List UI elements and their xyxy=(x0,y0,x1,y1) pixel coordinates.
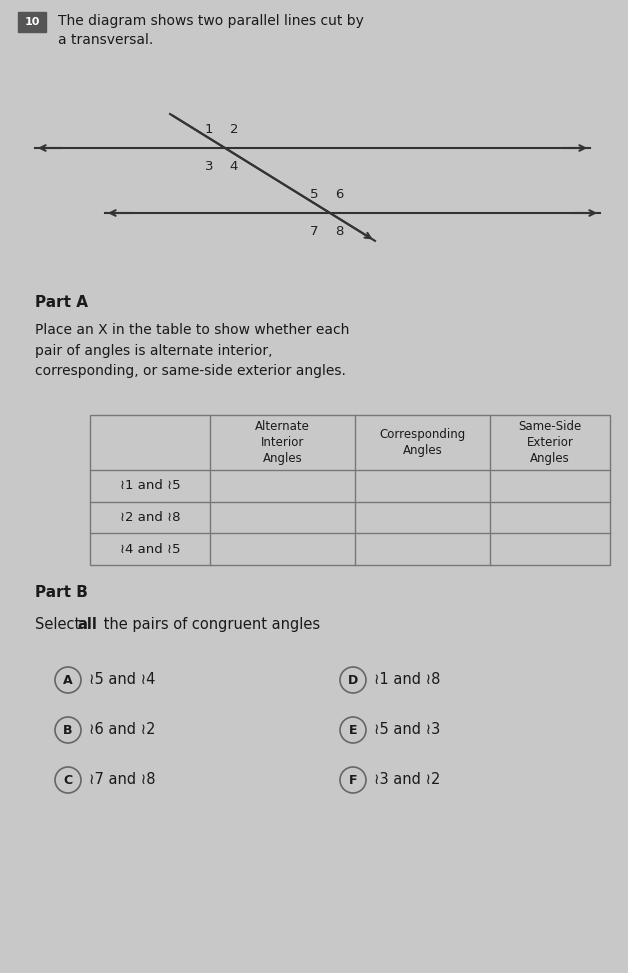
Text: 8: 8 xyxy=(335,225,343,238)
Text: D: D xyxy=(348,673,358,687)
Text: F: F xyxy=(349,774,357,786)
Text: ≀2 and ≀8: ≀2 and ≀8 xyxy=(120,511,180,524)
Text: 3: 3 xyxy=(205,160,213,173)
Bar xyxy=(18,12,46,32)
Text: The diagram shows two parallel lines cut by
a transversal.: The diagram shows two parallel lines cut… xyxy=(58,14,364,48)
Bar xyxy=(90,415,610,565)
Text: all: all xyxy=(77,617,97,632)
Text: Same-Side
Exterior
Angles: Same-Side Exterior Angles xyxy=(518,420,582,465)
Text: Alternate
Interior
Angles: Alternate Interior Angles xyxy=(255,420,310,465)
Text: A: A xyxy=(63,673,73,687)
Text: ≀1 and ≀8: ≀1 and ≀8 xyxy=(374,672,440,688)
Text: E: E xyxy=(349,724,357,737)
Text: ≀6 and ≀2: ≀6 and ≀2 xyxy=(89,723,156,738)
Text: Place an X in the table to show whether each
pair of angles is alternate interio: Place an X in the table to show whether … xyxy=(35,323,349,378)
Text: ≀3 and ≀2: ≀3 and ≀2 xyxy=(374,773,440,787)
Text: Part A: Part A xyxy=(35,295,88,310)
Text: 7: 7 xyxy=(310,225,318,238)
Text: Corresponding
Angles: Corresponding Angles xyxy=(379,428,465,457)
Text: ≀7 and ≀8: ≀7 and ≀8 xyxy=(89,773,156,787)
Text: B: B xyxy=(63,724,73,737)
Text: Select: Select xyxy=(35,617,85,632)
Text: ≀4 and ≀5: ≀4 and ≀5 xyxy=(120,543,180,556)
Text: 1: 1 xyxy=(205,123,213,136)
Text: ≀1 and ≀5: ≀1 and ≀5 xyxy=(120,480,180,492)
Text: C: C xyxy=(63,774,73,786)
Text: 6: 6 xyxy=(335,188,343,201)
Text: ≀5 and ≀3: ≀5 and ≀3 xyxy=(374,723,440,738)
Text: ≀5 and ≀4: ≀5 and ≀4 xyxy=(89,672,155,688)
Text: Part B: Part B xyxy=(35,585,88,600)
Text: the pairs of congruent angles: the pairs of congruent angles xyxy=(99,617,320,632)
Text: 10: 10 xyxy=(24,17,40,27)
Text: 4: 4 xyxy=(230,160,238,173)
Text: 2: 2 xyxy=(230,123,238,136)
Text: 5: 5 xyxy=(310,188,318,201)
